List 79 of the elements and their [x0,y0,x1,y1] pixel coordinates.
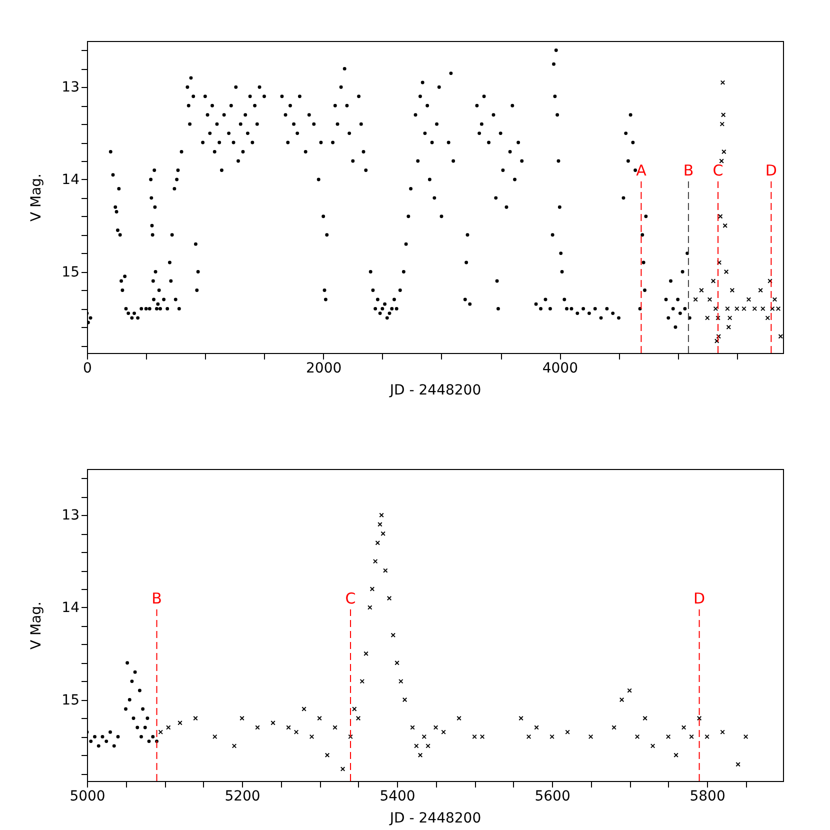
y-tick-label: 15 [62,692,80,708]
point [89,740,93,744]
point [778,334,783,339]
y-tick-label: 13 [62,80,80,96]
point [126,661,130,665]
y-tick-label: 14 [62,600,80,616]
ref-line-label: D [694,589,706,608]
point [112,744,116,748]
point [714,338,720,344]
y-tick-label: 13 [62,508,80,524]
point [96,744,100,748]
ref-line-label: D [765,161,777,180]
point [720,122,725,126]
x-tick-label: 0 [83,360,92,376]
ref-line-label: C [712,161,724,180]
point [718,214,723,219]
point [713,306,718,312]
point [93,734,96,738]
y-axis-title: V Mag. [28,601,45,650]
y-tick-label: 15 [62,264,80,280]
point [752,306,758,312]
point [760,306,766,312]
point [108,730,112,734]
point [116,734,120,738]
point [104,740,108,744]
x-tick-label: 5200 [224,788,260,804]
point [705,316,710,320]
point [133,670,137,674]
point [772,297,778,302]
y-axis-title: V Mag. [28,173,45,222]
x-tick-label: 2000 [306,360,342,376]
point [146,716,150,720]
ref-line-label: C [345,589,356,608]
point [716,260,722,265]
point [128,698,132,702]
ref-line-label: B [683,161,694,180]
x-tick-label: 5600 [534,788,570,804]
point [699,288,704,293]
point [722,149,726,154]
point [151,734,155,738]
point [742,306,746,312]
ref-line-label: A [636,161,648,180]
point [132,716,136,720]
point [734,306,740,312]
point [720,80,726,85]
x-tick-label: 5400 [380,788,416,804]
ref-line-label: B [152,589,162,608]
point [719,158,724,164]
point [693,297,698,302]
point [724,269,729,274]
point [765,316,770,320]
point [722,223,728,228]
point [716,334,721,339]
point [130,680,134,684]
point [141,707,145,711]
point [716,316,720,320]
point [707,297,712,302]
point [140,734,143,738]
point [710,278,716,284]
point [758,288,763,293]
point [727,316,732,320]
point [124,707,128,711]
point [746,297,752,302]
point [725,306,730,312]
point [136,726,140,730]
x-tick-label: 4000 [542,360,578,376]
y-tick-label: 14 [62,172,80,188]
x-axis-title: JD - 2448200 [388,810,482,826]
point [100,734,104,738]
point [138,688,142,692]
x-axis-title: JD - 2448200 [388,382,482,398]
x-tick-label: 5800 [690,788,726,804]
point [720,112,726,118]
x-tick-label: 5000 [70,788,106,804]
point [726,324,732,330]
point [147,740,151,744]
point [730,288,735,293]
point [768,278,772,284]
point [143,726,147,730]
